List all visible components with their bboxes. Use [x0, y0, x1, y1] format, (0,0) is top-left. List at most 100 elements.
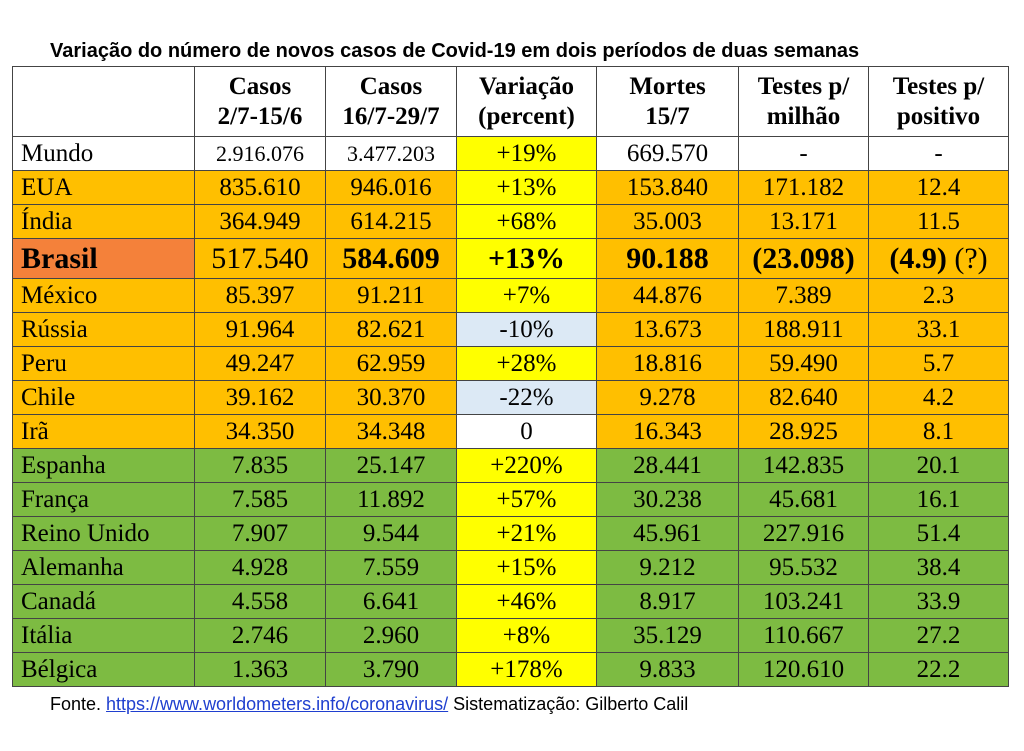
cell-variacao: +8% [456, 618, 597, 653]
header-testes-milhao: Testes p/milhão [738, 66, 869, 137]
cell-testes-milhao: 227.916 [738, 516, 869, 551]
cell-testes-positivo: - [868, 136, 1009, 171]
cell-testes-milhao: 110.667 [738, 618, 869, 653]
positivo-note: (?) [946, 241, 988, 275]
cell-mortes: 9.278 [596, 380, 739, 415]
cell-mortes: 9.833 [596, 652, 739, 687]
cell-testes-milhao: 142.835 [738, 448, 869, 483]
cell-casos-2: 82.621 [325, 312, 457, 347]
table-row-reino-unido: Reino Unido 7.907 9.544 +21% 45.961 227.… [12, 516, 1009, 551]
cell-mortes: 9.212 [596, 550, 739, 585]
cell-mortes: 153.840 [596, 170, 739, 205]
cell-casos-1: 7.907 [194, 516, 326, 551]
cell-testes-milhao: 82.640 [738, 380, 869, 415]
source-line: Fonte. https://www.worldometers.info/cor… [50, 694, 688, 715]
cell-casos-2: 946.016 [325, 170, 457, 205]
cell-testes-positivo: 4.2 [868, 380, 1009, 415]
table-row-eua: EUA 835.610 946.016 +13% 153.840 171.182… [12, 170, 1009, 205]
cell-casos-2: 62.959 [325, 346, 457, 381]
cell-casos-2: 11.892 [325, 482, 457, 517]
cell-mortes: 44.876 [596, 278, 739, 313]
cell-variacao: +178% [456, 652, 597, 687]
cell-testes-positivo: 5.7 [868, 346, 1009, 381]
cell-testes-positivo: 33.1 [868, 312, 1009, 347]
cell-casos-2: 3.790 [325, 652, 457, 687]
table-row-chile: Chile 39.162 30.370 -22% 9.278 82.640 4.… [12, 380, 1009, 415]
cell-testes-positivo: 27.2 [868, 618, 1009, 653]
cell-casos-1: 91.964 [194, 312, 326, 347]
cell-variacao: +19% [456, 136, 597, 171]
cell-country: Alemanha [12, 550, 195, 585]
cell-testes-positivo: 12.4 [868, 170, 1009, 205]
cell-variacao: +68% [456, 204, 597, 239]
cell-casos-1: 517.540 [194, 238, 326, 279]
cell-casos-2: 30.370 [325, 380, 457, 415]
cell-testes-milhao: - [738, 136, 869, 171]
cell-testes-positivo: 22.2 [868, 652, 1009, 687]
header-testes-positivo: Testes p/positivo [868, 66, 1009, 137]
source-link[interactable]: https://www.worldometers.info/coronaviru… [106, 694, 449, 714]
table-row-india: Índia 364.949 614.215 +68% 35.003 13.171… [12, 204, 1009, 239]
cell-country: Espanha [12, 448, 195, 483]
cell-variacao: +57% [456, 482, 597, 517]
source-credit: Sistematização: Gilberto Calil [448, 694, 689, 714]
cell-variacao: +7% [456, 278, 597, 313]
header-casos-1: Casos 2/7-15/6 [194, 66, 326, 137]
table-row-ira: Irã 34.350 34.348 0 16.343 28.925 8.1 [12, 414, 1009, 449]
cell-casos-1: 1.363 [194, 652, 326, 687]
cell-country: França [12, 482, 195, 517]
cell-testes-positivo: 11.5 [868, 204, 1009, 239]
table-row-mexico: México 85.397 91.211 +7% 44.876 7.389 2.… [12, 278, 1009, 313]
header-variacao: Variação (percent) [456, 66, 597, 137]
cell-testes-positivo: 8.1 [868, 414, 1009, 449]
cell-country: Peru [12, 346, 195, 381]
header-empty [12, 66, 195, 137]
cell-variacao: 0 [456, 414, 597, 449]
cell-mortes: 45.961 [596, 516, 739, 551]
cell-mortes: 18.816 [596, 346, 739, 381]
cell-testes-positivo: 51.4 [868, 516, 1009, 551]
cell-casos-2: 614.215 [325, 204, 457, 239]
table-row-espanha: Espanha 7.835 25.147 +220% 28.441 142.83… [12, 448, 1009, 483]
cell-testes-positivo: 2.3 [868, 278, 1009, 313]
cell-casos-2: 584.609 [325, 238, 457, 279]
cell-country: Índia [12, 204, 195, 239]
cell-casos-2: 3.477.203 [325, 136, 457, 171]
cell-mortes: 30.238 [596, 482, 739, 517]
cell-country: Rússia [12, 312, 195, 347]
cell-country: Reino Unido [12, 516, 195, 551]
cell-mortes: 90.188 [596, 238, 739, 279]
cell-casos-1: 4.928 [194, 550, 326, 585]
cell-testes-milhao: 7.389 [738, 278, 869, 313]
header-mortes: Mortes 15/7 [596, 66, 739, 137]
cell-testes-milhao: 120.610 [738, 652, 869, 687]
cell-variacao: +21% [456, 516, 597, 551]
table-row-brasil: Brasil 517.540 584.609 +13% 90.188 (23.0… [12, 238, 1009, 279]
table-row-canada: Canadá 4.558 6.641 +46% 8.917 103.241 33… [12, 584, 1009, 619]
cell-casos-1: 7.835 [194, 448, 326, 483]
cell-casos-1: 835.610 [194, 170, 326, 205]
cell-variacao: +13% [456, 238, 597, 279]
cell-casos-2: 2.960 [325, 618, 457, 653]
cell-mortes: 35.003 [596, 204, 739, 239]
cell-casos-1: 49.247 [194, 346, 326, 381]
cell-country: Irã [12, 414, 195, 449]
cell-testes-milhao: 59.490 [738, 346, 869, 381]
table-title: Variação do número de novos casos de Cov… [50, 40, 860, 62]
cell-testes-positivo: (4.9) (?) [868, 238, 1009, 279]
cell-mortes: 8.917 [596, 584, 739, 619]
cell-casos-1: 2.746 [194, 618, 326, 653]
positivo-value: (4.9) [889, 241, 947, 275]
cell-testes-positivo: 16.1 [868, 482, 1009, 517]
cell-testes-milhao: (23.098) [738, 238, 869, 279]
cell-country: Mundo [12, 136, 195, 171]
cell-variacao: +46% [456, 584, 597, 619]
table-row-russia: Rússia 91.964 82.621 -10% 13.673 188.911… [12, 312, 1009, 347]
cell-mortes: 669.570 [596, 136, 739, 171]
cell-country: Chile [12, 380, 195, 415]
covid-table: Casos 2/7-15/6 Casos 16/7-29/7 Variação (pe… [12, 66, 1009, 687]
header-row: Casos 2/7-15/6 Casos 16/7-29/7 Variação (pe… [12, 66, 1009, 137]
cell-testes-positivo: 20.1 [868, 448, 1009, 483]
cell-country: México [12, 278, 195, 313]
cell-casos-2: 34.348 [325, 414, 457, 449]
